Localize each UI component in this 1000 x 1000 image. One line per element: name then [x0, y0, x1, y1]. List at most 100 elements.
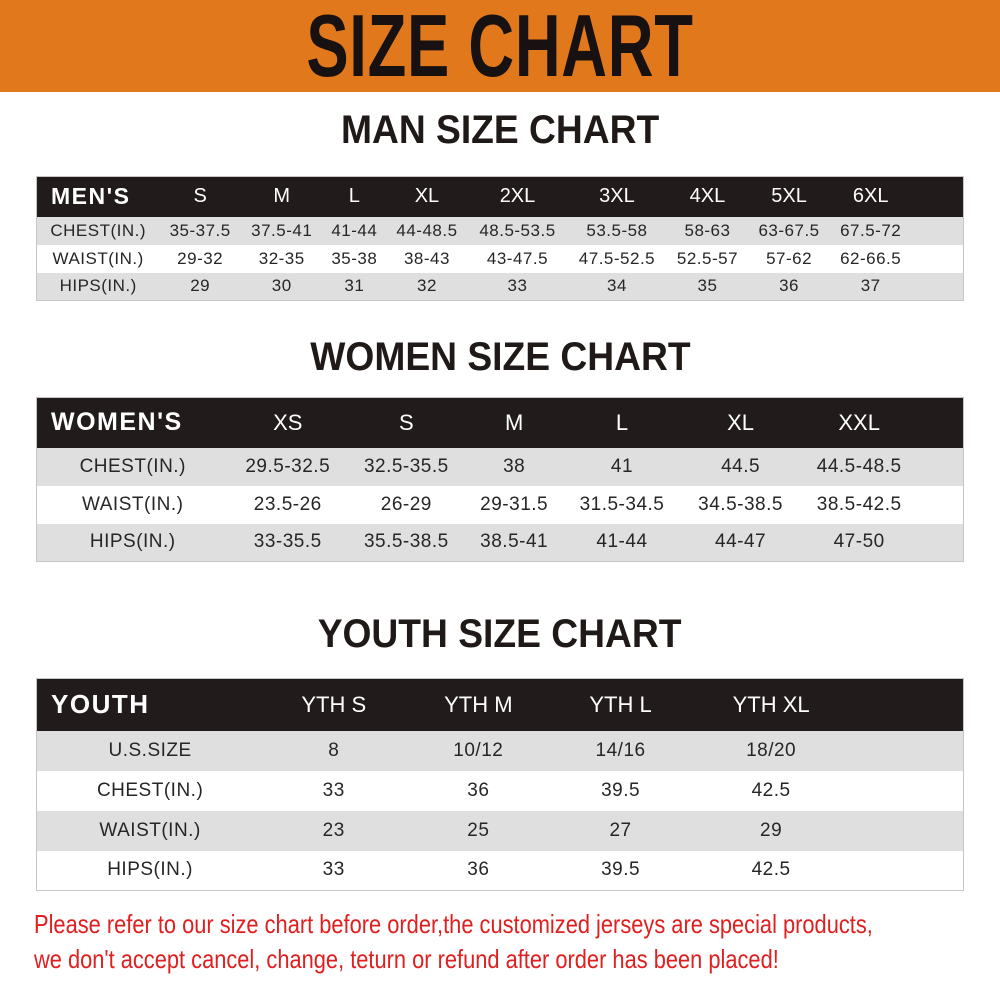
measurement-label-cell: WAIST(IN.)	[36, 810, 264, 851]
measurement-value-cell: 52.5-57	[666, 244, 749, 273]
measurement-value-cell: 39.5	[552, 850, 689, 891]
size-column-header: YTH L	[552, 678, 689, 731]
size-column-header: XXL	[799, 397, 919, 448]
youth-size-chart-heading: YOUTH SIZE CHART	[0, 612, 1000, 656]
measurement-value-cell: 36	[404, 770, 553, 811]
table-row: WAIST(IN.) 23 25 27 29	[36, 810, 964, 851]
filler-cell	[911, 176, 964, 217]
measurement-value-cell: 47.5-52.5	[567, 244, 667, 273]
filler-cell	[918, 447, 964, 486]
measurement-value-cell: 23.5-26	[228, 485, 348, 524]
measurement-value-cell: 23	[263, 810, 405, 851]
footer-line2: we don't accept cancel, change, teturn o…	[34, 944, 779, 974]
measurement-label-cell: HIPS(IN.)	[36, 272, 160, 301]
women-size-chart-heading: WOMEN SIZE CHART	[0, 335, 1000, 379]
size-column-header: S	[159, 176, 241, 217]
measurement-value-cell: 43-47.5	[467, 244, 568, 273]
filler-cell	[918, 485, 964, 524]
measurement-value-cell: 38.5-42.5	[799, 485, 919, 524]
filler-cell	[911, 216, 964, 245]
measurement-value-cell: 32-35	[240, 244, 323, 273]
measurement-value-cell: 35	[666, 272, 749, 301]
measurement-value-cell: 42.5	[688, 770, 854, 811]
measurement-value-cell: 44-48.5	[386, 216, 468, 245]
measurement-label-cell: WAIST(IN.)	[36, 485, 229, 524]
filler-cell	[853, 810, 964, 851]
table-row: HIPS(IN.) 33-35.5 35.5-38.5 38.5-41 41-44 44-…	[36, 523, 964, 562]
measurement-value-cell: 25	[404, 810, 553, 851]
man-size-chart-heading: MAN SIZE CHART	[0, 108, 1000, 152]
measurement-value-cell: 42.5	[688, 850, 854, 891]
size-column-header: 2XL	[467, 176, 568, 217]
measurement-value-cell: 29-31.5	[465, 485, 563, 524]
measurement-value-cell: 58-63	[666, 216, 749, 245]
measurement-value-cell: 33	[467, 272, 568, 301]
table-row: WAIST(IN.) 23.5-26 26-29 29-31.5 31.5-34.5 34…	[36, 485, 964, 524]
women-size-chart-section: WOMEN SIZE CHART WOMEN'S XS S M L XL XXL CHEST(…	[0, 335, 1000, 562]
measurement-value-cell: 63-67.5	[748, 216, 830, 245]
table-row: HIPS(IN.) 33 36 39.5 42.5	[36, 850, 964, 891]
size-column-header: L	[562, 397, 682, 448]
table-title-cell: WOMEN'S	[36, 397, 229, 448]
size-column-header: 5XL	[748, 176, 830, 217]
measurement-value-cell: 31	[322, 272, 387, 301]
size-column-header: YTH XL	[688, 678, 854, 731]
measurement-value-cell: 37.5-41	[240, 216, 323, 245]
measurement-value-cell: 44.5-48.5	[799, 447, 919, 486]
measurement-label-cell: CHEST(IN.)	[36, 216, 160, 245]
filler-cell	[853, 770, 964, 811]
measurement-value-cell: 57-62	[748, 244, 830, 273]
measurement-label-cell: HIPS(IN.)	[36, 523, 229, 562]
women-size-table: WOMEN'S XS S M L XL XXL CHEST(IN.) 29.5-32.5 32.5…	[36, 397, 964, 562]
measurement-label-cell: HIPS(IN.)	[36, 850, 264, 891]
size-column-header: YTH M	[404, 678, 553, 731]
measurement-label-cell: U.S.SIZE	[36, 730, 264, 771]
measurement-label-cell: CHEST(IN.)	[36, 770, 264, 811]
measurement-label-cell: CHEST(IN.)	[36, 447, 229, 486]
size-column-header: XL	[386, 176, 468, 217]
page-title: SIZE CHART	[306, 0, 694, 95]
measurement-value-cell: 29.5-32.5	[228, 447, 348, 486]
measurement-value-cell: 62-66.5	[829, 244, 912, 273]
measurement-value-cell: 35-38	[322, 244, 387, 273]
size-column-header: XS	[228, 397, 348, 448]
size-column-header: L	[322, 176, 387, 217]
measurement-value-cell: 41	[562, 447, 682, 486]
measurement-value-cell: 53.5-58	[567, 216, 667, 245]
measurement-value-cell: 48.5-53.5	[467, 216, 568, 245]
size-column-header: 3XL	[567, 176, 667, 217]
measurement-value-cell: 29	[159, 272, 241, 301]
measurement-value-cell: 35-37.5	[159, 216, 241, 245]
measurement-value-cell: 29-32	[159, 244, 241, 273]
measurement-value-cell: 37	[829, 272, 912, 301]
footer-disclaimer: Please refer to our size chart before or…	[0, 907, 1000, 977]
table-row: CHEST(IN.) 35-37.5 37.5-41 41-44 44-48.5 48.5…	[36, 216, 964, 245]
measurement-value-cell: 35.5-38.5	[347, 523, 466, 562]
measurement-value-cell: 41-44	[562, 523, 682, 562]
heading-text: MAN SIZE CHART	[340, 108, 660, 152]
filler-cell	[853, 850, 964, 891]
table-row: U.S.SIZE 8 10/12 14/16 18/20	[36, 730, 964, 771]
measurement-value-cell: 32	[386, 272, 468, 301]
men-size-table: MEN'S S M L XL 2XL 3XL 4XL 5XL 6XL CHEST(IN.) 35-37…	[36, 176, 964, 301]
size-column-header: M	[465, 397, 563, 448]
table-header-row: WOMEN'S XS S M L XL XXL	[36, 397, 964, 448]
measurement-value-cell: 31.5-34.5	[562, 485, 682, 524]
measurement-value-cell: 14/16	[552, 730, 689, 771]
table-title-cell: YOUTH	[36, 678, 264, 731]
size-column-header: XL	[681, 397, 800, 448]
heading-text: WOMEN SIZE CHART	[309, 335, 691, 379]
measurement-value-cell: 38.5-41	[465, 523, 563, 562]
size-column-header: S	[347, 397, 466, 448]
measurement-value-cell: 27	[552, 810, 689, 851]
man-size-chart-section: MAN SIZE CHART MEN'S S M L XL 2XL 3XL 4XL 5XL 6XL…	[0, 108, 1000, 301]
measurement-value-cell: 67.5-72	[829, 216, 912, 245]
measurement-value-cell: 44.5	[681, 447, 800, 486]
measurement-label-cell: WAIST(IN.)	[36, 244, 160, 273]
table-row: CHEST(IN.) 29.5-32.5 32.5-35.5 38 41 44.5 44.5…	[36, 447, 964, 486]
measurement-value-cell: 41-44	[322, 216, 387, 245]
measurement-value-cell: 44-47	[681, 523, 800, 562]
size-column-header: M	[240, 176, 323, 217]
footer-text: Please refer to our size chart before or…	[34, 907, 873, 977]
